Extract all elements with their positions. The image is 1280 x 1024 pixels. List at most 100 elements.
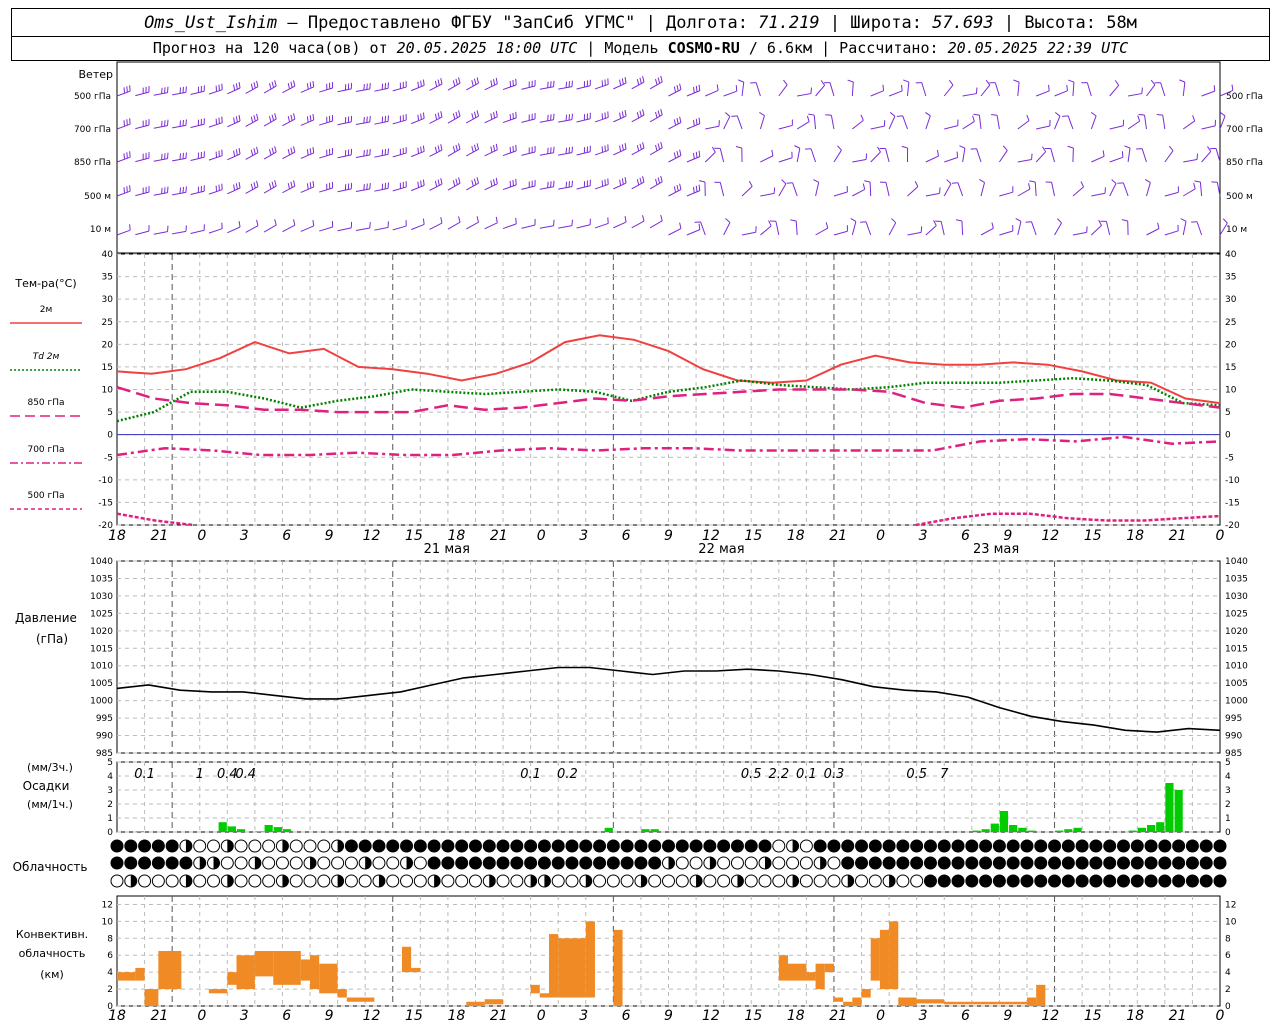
convective-tick-right: 10 bbox=[1225, 917, 1237, 927]
pressure-tick-left: 1030 bbox=[90, 592, 113, 602]
pressure-tick-left: 1025 bbox=[90, 609, 113, 619]
wind-barb-shaft bbox=[1031, 221, 1037, 236]
cloud-cover-symbol bbox=[855, 839, 869, 853]
wind-barb-shaft bbox=[944, 157, 958, 163]
wind-barb-shaft bbox=[705, 89, 719, 97]
convective-cloud-bar bbox=[1026, 997, 1037, 1006]
wind-barb-shaft bbox=[888, 222, 897, 236]
wind-barb-feather bbox=[657, 143, 661, 150]
wind-barb-shaft bbox=[906, 82, 910, 97]
cloud-cover-symbol bbox=[1048, 856, 1062, 870]
cloud-cover-symbol bbox=[1020, 839, 1034, 853]
cloud-cover-symbol bbox=[772, 839, 786, 853]
cloud-cover-symbol bbox=[675, 839, 689, 853]
pressure-line bbox=[116, 666, 1221, 733]
wind-barb-feather bbox=[621, 111, 624, 118]
cloud-cover-symbol bbox=[565, 839, 579, 853]
pressure-tick-right: 985 bbox=[1225, 749, 1242, 759]
cloud-cover-symbol bbox=[937, 874, 951, 888]
convective-cloud-bar bbox=[843, 1001, 853, 1006]
convective-cloud-bar bbox=[337, 989, 347, 998]
wind-barb-feather bbox=[458, 77, 461, 84]
wind-barb-feather bbox=[452, 146, 456, 153]
wind-barb-shaft bbox=[994, 82, 1000, 97]
wind-barb-shaft bbox=[962, 93, 977, 97]
wind-barb-feather bbox=[991, 222, 994, 229]
wind-barb-feather bbox=[290, 147, 293, 154]
wind-barb-shaft bbox=[1017, 120, 1030, 130]
cloud-cover-symbol bbox=[1034, 874, 1048, 888]
wind-barb-feather bbox=[850, 218, 857, 222]
wind-barb-shaft bbox=[539, 86, 554, 90]
precipitation-bar bbox=[1018, 827, 1027, 832]
wind-barb-shaft bbox=[374, 153, 389, 158]
wind-barb-shaft bbox=[116, 123, 131, 130]
temperature-title: Тем-ра(°С) bbox=[14, 277, 76, 290]
wind-barb-feather bbox=[673, 119, 677, 126]
wind-barb-feather bbox=[936, 150, 940, 157]
cloud-cover-symbol-half bbox=[185, 840, 192, 852]
temperature-tick-left: -5 bbox=[104, 453, 113, 463]
pressure-tick-right: 995 bbox=[1225, 714, 1242, 724]
pressure-tick-left: 990 bbox=[96, 732, 113, 742]
wind-barb-feather bbox=[250, 83, 254, 90]
cloud-cover-symbol bbox=[910, 874, 924, 888]
wind-barb-shaft bbox=[172, 230, 187, 235]
convective-cloud-bar bbox=[916, 999, 945, 1004]
wind-barb-feather bbox=[1121, 219, 1128, 222]
wind-barb-shaft bbox=[466, 182, 479, 191]
wind-barb-shaft bbox=[1196, 221, 1203, 236]
cloud-cover-symbol-half bbox=[434, 875, 441, 887]
bottom-hour-tick-label: 9 bbox=[664, 1008, 673, 1024]
forecast-header: Oms_Ust_Ishim – Предоставлено ФГБУ "ЗапС… bbox=[11, 8, 1270, 61]
wind-barb-shaft bbox=[502, 184, 517, 191]
wind-barb-shaft bbox=[135, 230, 150, 236]
wind-barb-shaft bbox=[700, 221, 706, 236]
convective-unit: (км) bbox=[40, 968, 64, 981]
wind-barb-shaft bbox=[613, 148, 627, 156]
precipitation-bar bbox=[981, 829, 990, 832]
precipitation-bar bbox=[1128, 830, 1137, 832]
wind-barb-feather bbox=[471, 146, 474, 153]
cloud-cover-symbol bbox=[289, 856, 303, 870]
convective-cloud-bar bbox=[787, 963, 807, 981]
cloud-cover-symbol bbox=[193, 874, 207, 888]
wind-barb-shaft bbox=[723, 222, 731, 236]
bottom-hour-tick-label: 18 bbox=[787, 1008, 805, 1024]
wind-barb-shaft bbox=[263, 224, 277, 233]
wind-barb-feather bbox=[1067, 145, 1074, 149]
cloud-cover-symbol bbox=[248, 839, 262, 853]
wind-barb-feather bbox=[366, 149, 368, 156]
precipitation-3h-total: 0.2 bbox=[557, 767, 578, 782]
bottom-hour-axis: 18 21 0 3 6 9 12 15 18 21 0 3 6 9 12 15 18 21 0 3 6 9 12 15 18 21… bbox=[108, 1008, 1224, 1024]
cloud-cover-symbol bbox=[165, 874, 179, 888]
wind-barb-feather bbox=[820, 80, 826, 86]
wind-barb-shaft bbox=[172, 157, 187, 162]
bottom-hour-tick-label: 21 bbox=[829, 1008, 847, 1024]
wind-barb-feather bbox=[642, 176, 645, 183]
wind-barb-feather bbox=[716, 84, 719, 91]
wind-barb-shaft bbox=[1183, 159, 1198, 163]
wind-barb-feather bbox=[1157, 222, 1160, 229]
precipitation-bar bbox=[1146, 825, 1156, 832]
wind-barb-feather bbox=[309, 148, 312, 155]
wind-barb-shaft bbox=[153, 231, 168, 235]
cloud-cover-symbol-half bbox=[530, 875, 537, 887]
convective-cloud-bar bbox=[208, 989, 228, 994]
temperature-legend-label: 850 гПа bbox=[27, 398, 64, 408]
cloud-cover-symbol-half bbox=[792, 875, 799, 887]
wind-barb-shaft bbox=[760, 192, 775, 197]
wind-barb-shaft bbox=[319, 226, 333, 232]
cloud-cover-symbol bbox=[1213, 839, 1227, 853]
cloud-cover-symbol bbox=[124, 839, 138, 853]
wind-barb-shaft bbox=[190, 123, 205, 128]
wind-barb-feather bbox=[290, 81, 293, 88]
wind-barb-shaft bbox=[888, 90, 903, 97]
wind-barb-shaft bbox=[1109, 183, 1117, 197]
wind-barb-shaft bbox=[208, 228, 223, 234]
precipitation-3h-total: 2.2 bbox=[768, 767, 789, 782]
cloudiness-panel: Облачность bbox=[13, 839, 1227, 888]
bottom-hour-tick-label: 3 bbox=[240, 1008, 249, 1024]
wind-barb-shaft bbox=[1182, 221, 1187, 236]
